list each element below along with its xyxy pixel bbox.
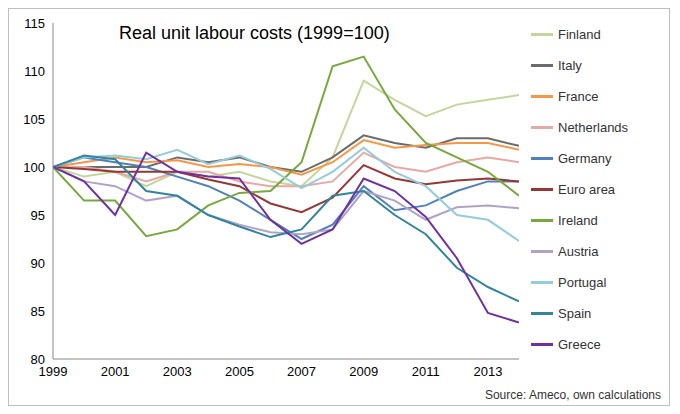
html-text:Italy: Italy <box>558 58 582 73</box>
svg-text:95: 95 <box>31 208 45 223</box>
svg-text:105: 105 <box>23 112 45 127</box>
html-text:Euro area: Euro area <box>558 182 616 197</box>
html-text:Finland: Finland <box>558 27 601 42</box>
svg-text:110: 110 <box>24 64 45 79</box>
svg-text:115: 115 <box>24 16 45 31</box>
html-text:Source: Ameco, own calculation: Source: Ameco, own calculations <box>484 388 661 402</box>
svg-text:1999: 1999 <box>38 364 68 380</box>
html-text:France: France <box>558 89 599 104</box>
html-text:Austria: Austria <box>558 244 599 259</box>
html-text:Real unit labour costs (1999=1: Real unit labour costs (1999=100) <box>119 23 390 43</box>
html-text:Germany: Germany <box>558 151 612 166</box>
svg-text:80: 80 <box>31 352 45 367</box>
svg-text:2005: 2005 <box>225 364 254 379</box>
svg-text:2013: 2013 <box>473 364 502 379</box>
svg-text:85: 85 <box>31 304 45 319</box>
svg-text:90: 90 <box>31 256 45 271</box>
svg-text:2003: 2003 <box>163 364 192 379</box>
svg-text:2009: 2009 <box>349 364 378 379</box>
html-text:Spain: Spain <box>558 306 592 321</box>
html-text:Netherlands: Netherlands <box>558 120 629 135</box>
svg-text:100: 100 <box>23 160 45 175</box>
svg-text:2011: 2011 <box>412 364 440 379</box>
html-text:Portugal: Portugal <box>558 275 607 290</box>
html-text:Ireland: Ireland <box>558 213 598 228</box>
svg-text:2001: 2001 <box>101 364 130 379</box>
svg-text:2007: 2007 <box>287 364 316 379</box>
html-text:Greece: Greece <box>558 337 601 352</box>
